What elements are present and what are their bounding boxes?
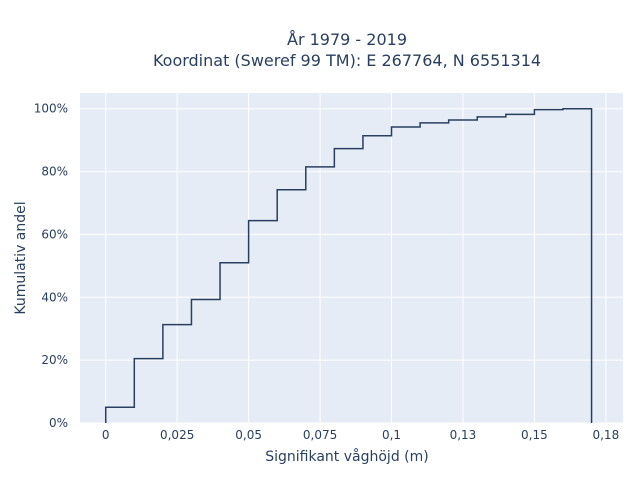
x-axis-ticks: 0 0,025 0,05 0,075 0,1 0,13 0,15 0,18 [102, 428, 619, 442]
series-layer [104, 107, 593, 423]
y-axis-ticks: 0% 20% 40% 60% 80% 100% [34, 102, 68, 430]
chart-title-line2: Koordinat (Sweref 99 TM): E 267764, N 65… [153, 51, 541, 70]
y-tick-label-2: 40% [41, 290, 68, 304]
x-tick-label-7: 0,18 [592, 428, 619, 442]
x-tick-label-5: 0,13 [450, 428, 477, 442]
x-axis-title: Signifikant våghöjd (m) [265, 448, 428, 465]
y-tick-label-1: 20% [41, 353, 68, 367]
y-tick-label-4: 80% [41, 165, 68, 179]
x-tick-label-1: 0,025 [160, 428, 194, 442]
x-tick-label-4: 0,1 [382, 428, 401, 442]
plot-area [80, 93, 623, 423]
y-tick-label-3: 60% [41, 227, 68, 241]
x-tick-label-2: 0,05 [235, 428, 262, 442]
y-tick-label-0: 0% [49, 416, 68, 430]
grid [80, 93, 623, 424]
y-tick-label-5: 100% [34, 102, 68, 116]
x-tick-label-6: 0,15 [521, 428, 548, 442]
x-tick-label-0: 0 [102, 428, 110, 442]
x-tick-label-3: 0,075 [303, 428, 337, 442]
series-line-0 [104, 107, 593, 423]
y-axis-title: Kumulativ andel [13, 201, 29, 314]
chart-title-line1: År 1979 - 2019 [287, 30, 407, 49]
